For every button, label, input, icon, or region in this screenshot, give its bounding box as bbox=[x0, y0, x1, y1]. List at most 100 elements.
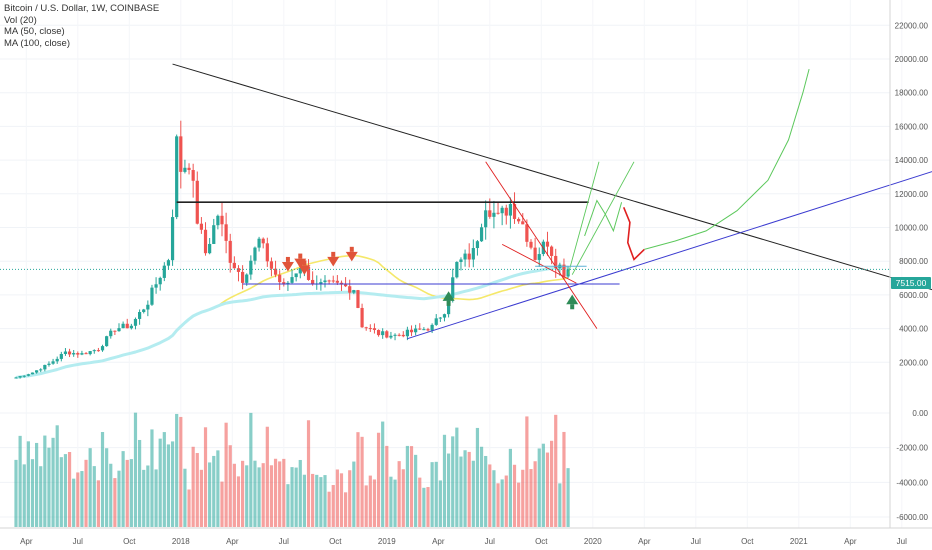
volume-bar bbox=[348, 470, 352, 527]
candle-body bbox=[335, 280, 339, 283]
wedge-upper-line bbox=[485, 161, 598, 329]
volume-bar bbox=[368, 475, 372, 527]
volume-bar bbox=[496, 483, 500, 527]
arrow-stem bbox=[349, 246, 354, 252]
candle-body bbox=[311, 279, 315, 284]
volume-axis[interactable]: 0.00 -2000.00 -4000.00 -6000.00 bbox=[896, 409, 928, 522]
volume-bar bbox=[430, 462, 434, 527]
volume-bar bbox=[154, 469, 158, 527]
x-tick-label: 2019 bbox=[378, 537, 396, 546]
wedge-lower-line bbox=[501, 243, 577, 284]
volume-bar bbox=[356, 432, 360, 527]
volume-bar bbox=[471, 460, 475, 527]
volume-bar bbox=[88, 448, 92, 527]
volume-bar bbox=[175, 413, 179, 527]
arrow-stem bbox=[285, 256, 290, 262]
volume-bar bbox=[352, 461, 356, 527]
volume-bar bbox=[35, 442, 39, 527]
volume-bar bbox=[162, 432, 166, 527]
signal-arrows bbox=[281, 246, 579, 310]
volume-bar bbox=[72, 478, 76, 527]
volume-bar bbox=[422, 487, 426, 527]
candle-body bbox=[356, 290, 360, 308]
volume-bar bbox=[298, 459, 302, 527]
candle-body bbox=[121, 323, 125, 329]
buy-arrow-icon bbox=[442, 291, 455, 301]
candle-body bbox=[84, 353, 88, 355]
volume-bar bbox=[183, 468, 187, 527]
candle-body bbox=[360, 307, 364, 328]
candle-body bbox=[179, 136, 183, 172]
y-tick-label: 8000.00 bbox=[899, 257, 928, 266]
candle-body bbox=[191, 170, 195, 181]
candle-body bbox=[92, 350, 96, 352]
volume-bar bbox=[545, 452, 550, 527]
x-tick-label: Jul bbox=[897, 537, 907, 546]
candle-body bbox=[562, 264, 566, 277]
candle-body bbox=[475, 241, 480, 249]
volume-bar bbox=[463, 450, 467, 527]
volume-bars bbox=[14, 412, 570, 527]
volume-bar bbox=[558, 483, 562, 527]
candle-body bbox=[72, 353, 76, 355]
volume-bar bbox=[76, 472, 80, 527]
volume-bar bbox=[203, 427, 208, 527]
candle-body bbox=[265, 243, 269, 262]
candle-body bbox=[245, 274, 249, 283]
volume-bar bbox=[467, 451, 471, 527]
volume-bar bbox=[125, 459, 129, 527]
price-axis[interactable]: 22000.00 20000.00 18000.00 16000.00 14000.00… bbox=[895, 21, 929, 367]
candle-body bbox=[344, 284, 348, 287]
candle-body bbox=[273, 268, 278, 275]
candle-body bbox=[236, 268, 241, 272]
chart-legend: Bitcoin / U.S. Dollar, 1W, COINBASE Vol … bbox=[4, 3, 159, 49]
volume-bar bbox=[129, 459, 133, 527]
volume-bar bbox=[100, 432, 105, 527]
indicator-ma100[interactable]: MA (100, close) bbox=[4, 37, 70, 49]
y-tick-label: 12000.00 bbox=[895, 190, 929, 199]
volume-bar bbox=[566, 468, 570, 527]
volume-bar bbox=[397, 461, 401, 527]
volume-bar bbox=[500, 479, 504, 527]
candle-body bbox=[158, 277, 162, 285]
volume-bar bbox=[290, 467, 294, 527]
volume-bar bbox=[344, 492, 348, 527]
volume-tick-label: -4000.00 bbox=[896, 478, 928, 487]
volume-bar bbox=[18, 435, 22, 527]
candle-body bbox=[125, 323, 129, 329]
volume-tick-label: -2000.00 bbox=[896, 444, 928, 453]
indicator-volume[interactable]: Vol (20) bbox=[4, 14, 37, 26]
candle-body bbox=[228, 240, 232, 263]
volume-bar bbox=[376, 432, 381, 527]
time-axis[interactable]: Apr Jul Oct 2018 Apr Jul Oct 2019 Apr Jul Oct 2020 A… bbox=[20, 537, 907, 546]
candle-body bbox=[500, 207, 504, 214]
candle-body bbox=[306, 266, 311, 280]
candle-body bbox=[381, 331, 385, 336]
volume-bar bbox=[241, 460, 245, 527]
volume-bar bbox=[389, 476, 393, 527]
candle-body bbox=[352, 290, 356, 293]
volume-tick-label: -6000.00 bbox=[896, 513, 928, 522]
volume-bar bbox=[133, 412, 138, 527]
candle-body bbox=[80, 353, 84, 355]
candle-body bbox=[133, 318, 138, 326]
candle-body bbox=[39, 369, 43, 371]
candle-body bbox=[348, 286, 352, 293]
symbol-title[interactable]: Bitcoin / U.S. Dollar, 1W, COINBASE bbox=[4, 3, 160, 14]
volume-bar bbox=[199, 469, 203, 527]
ma100-line bbox=[15, 265, 569, 379]
candle-body bbox=[146, 304, 150, 310]
volume-bar bbox=[245, 465, 249, 527]
buy-arrow-icon bbox=[566, 294, 579, 305]
x-tick-label: Oct bbox=[741, 537, 754, 546]
candle-body bbox=[484, 210, 488, 228]
volume-bar bbox=[517, 482, 521, 527]
volume-bar bbox=[409, 446, 414, 527]
ascending-support bbox=[407, 171, 932, 340]
sell-arrow-icon bbox=[281, 261, 294, 272]
candle-body bbox=[150, 287, 154, 305]
indicator-ma50[interactable]: MA (50, close) bbox=[4, 26, 65, 37]
candle-body bbox=[212, 225, 216, 244]
candle-body bbox=[434, 318, 438, 325]
